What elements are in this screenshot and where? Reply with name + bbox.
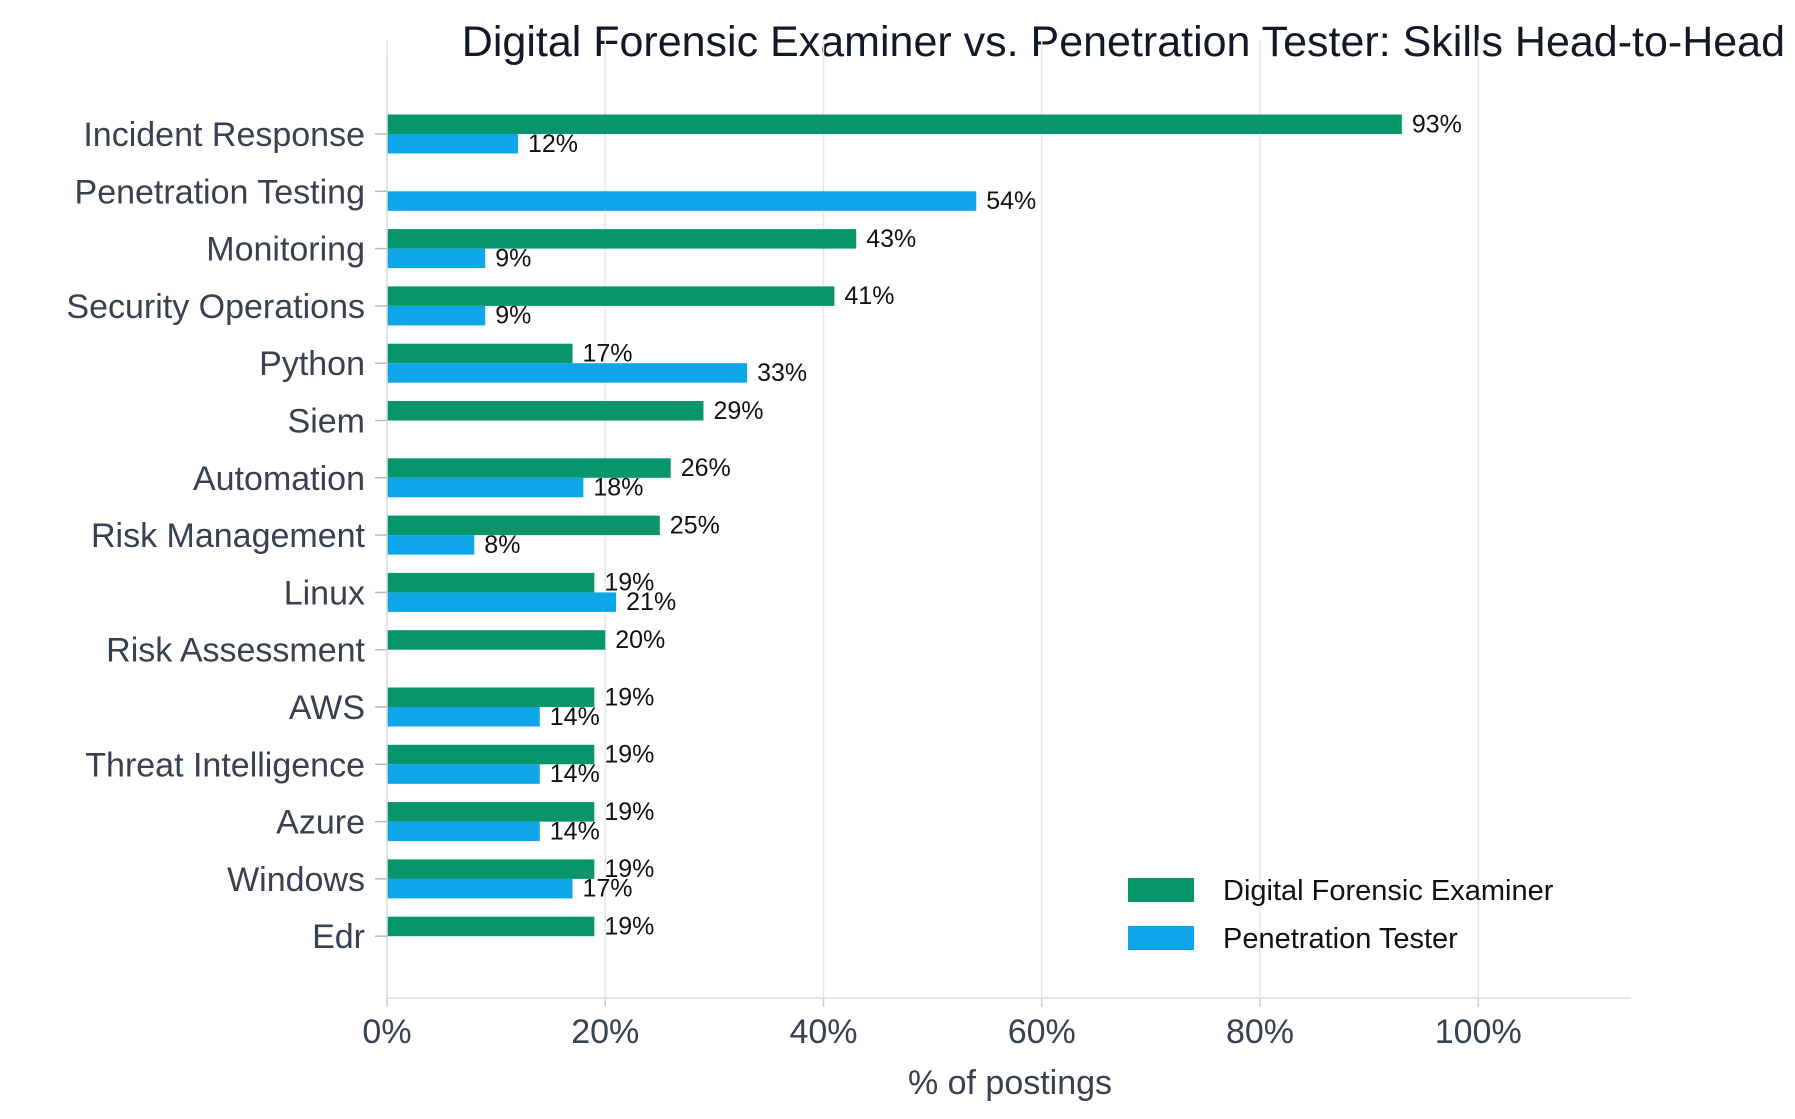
bar-digital-forensic-examiner [387, 744, 595, 765]
data-label: 19% [604, 912, 654, 940]
category-label: AWS [289, 689, 365, 727]
category-label: Python [259, 345, 365, 383]
bar-digital-forensic-examiner [387, 458, 671, 478]
bar-digital-forensic-examiner [387, 916, 595, 937]
category-label: Azure [276, 804, 365, 842]
category-label: Incident Response [83, 116, 365, 154]
data-label: 19% [604, 855, 654, 883]
data-label: 18% [593, 474, 643, 502]
legend: Digital Forensic Examiner Penetration Tes… [1128, 875, 1554, 955]
x-tick-label: 0% [362, 1013, 411, 1051]
category-label: Threat Intelligence [85, 746, 365, 784]
bar-penetration-tester [387, 764, 540, 784]
bar-digital-forensic-examiner [387, 572, 595, 593]
bar-digital-forensic-examiner [387, 630, 606, 650]
data-label: 54% [986, 187, 1036, 215]
legend-label: Digital Forensic Examiner [1223, 875, 1554, 907]
data-label: 14% [550, 817, 600, 845]
bar-penetration-tester [387, 821, 540, 842]
legend-label: Penetration Tester [1223, 923, 1458, 955]
bar-penetration-tester [387, 477, 584, 498]
bar-penetration-tester [387, 248, 486, 269]
category-label: Security Operations [66, 288, 365, 326]
data-label: 19% [604, 683, 654, 711]
x-tick-label: 60% [1008, 1013, 1076, 1051]
data-label: 14% [550, 760, 600, 788]
category-label: Windows [227, 861, 365, 899]
axes: 0% 20% 40% 60% 80% 100% Incident Response Penet… [66, 55, 1631, 1051]
data-label: 9% [495, 244, 531, 272]
data-labels: 93% 12% 54% 43% 9% 41% 9% 17% 33% 29% 26% 18% 25% 8% 1… [484, 110, 1462, 940]
data-label: 19% [604, 798, 654, 826]
bar-penetration-tester [387, 191, 977, 211]
bar-penetration-tester [387, 134, 518, 154]
data-label: 14% [550, 703, 600, 731]
data-label: 20% [615, 626, 665, 654]
x-tick-label: 80% [1226, 1013, 1294, 1051]
category-label: Monitoring [206, 231, 365, 269]
category-label: Risk Management [91, 517, 366, 555]
bar-penetration-tester [387, 707, 540, 727]
bar-penetration-tester [387, 878, 573, 899]
category-label: Edr [312, 918, 365, 956]
data-label: 19% [604, 569, 654, 597]
data-label: 26% [681, 454, 731, 482]
bar-digital-forensic-examiner [387, 343, 573, 364]
legend-swatch-digital-forensic-examiner [1128, 878, 1194, 902]
data-label: 19% [604, 741, 654, 769]
bar-penetration-tester [387, 363, 748, 383]
data-label: 8% [484, 531, 520, 559]
x-axis-title: % of postings [908, 1064, 1112, 1102]
category-label: Siem [288, 403, 365, 441]
bar-digital-forensic-examiner [387, 687, 595, 707]
data-label: 93% [1412, 110, 1462, 138]
x-tick-label: 20% [571, 1013, 639, 1051]
data-label: 17% [583, 339, 633, 367]
data-label: 41% [844, 282, 894, 310]
data-label: 9% [495, 302, 531, 330]
category-label: Automation [193, 460, 365, 498]
data-label: 17% [583, 875, 633, 903]
bar-penetration-tester [387, 305, 486, 326]
x-tick-label: 100% [1435, 1013, 1522, 1051]
bar-penetration-tester [387, 592, 617, 612]
bar-digital-forensic-examiner [387, 401, 704, 421]
category-label: Linux [284, 574, 365, 612]
bar-digital-forensic-examiner [387, 515, 660, 536]
data-label: 33% [757, 359, 807, 387]
chart-title: Digital Forensic Examiner vs. Penetratio… [462, 18, 1785, 66]
bar-digital-forensic-examiner [387, 859, 595, 879]
data-label: 25% [670, 511, 720, 539]
data-label: 43% [866, 225, 916, 253]
data-label: 21% [626, 588, 676, 616]
data-label: 12% [528, 130, 578, 158]
bar-digital-forensic-examiner [387, 286, 835, 306]
x-tick-label: 40% [789, 1013, 857, 1051]
bar-digital-forensic-examiner [387, 802, 595, 822]
bar-digital-forensic-examiner [387, 114, 1402, 134]
category-label: Risk Assessment [106, 632, 365, 670]
bar-digital-forensic-examiner [387, 229, 857, 249]
data-label: 29% [713, 397, 763, 425]
legend-swatch-penetration-tester [1128, 926, 1194, 950]
bar-penetration-tester [387, 535, 475, 555]
category-label: Penetration Testing [75, 173, 365, 211]
bars [387, 114, 1402, 937]
